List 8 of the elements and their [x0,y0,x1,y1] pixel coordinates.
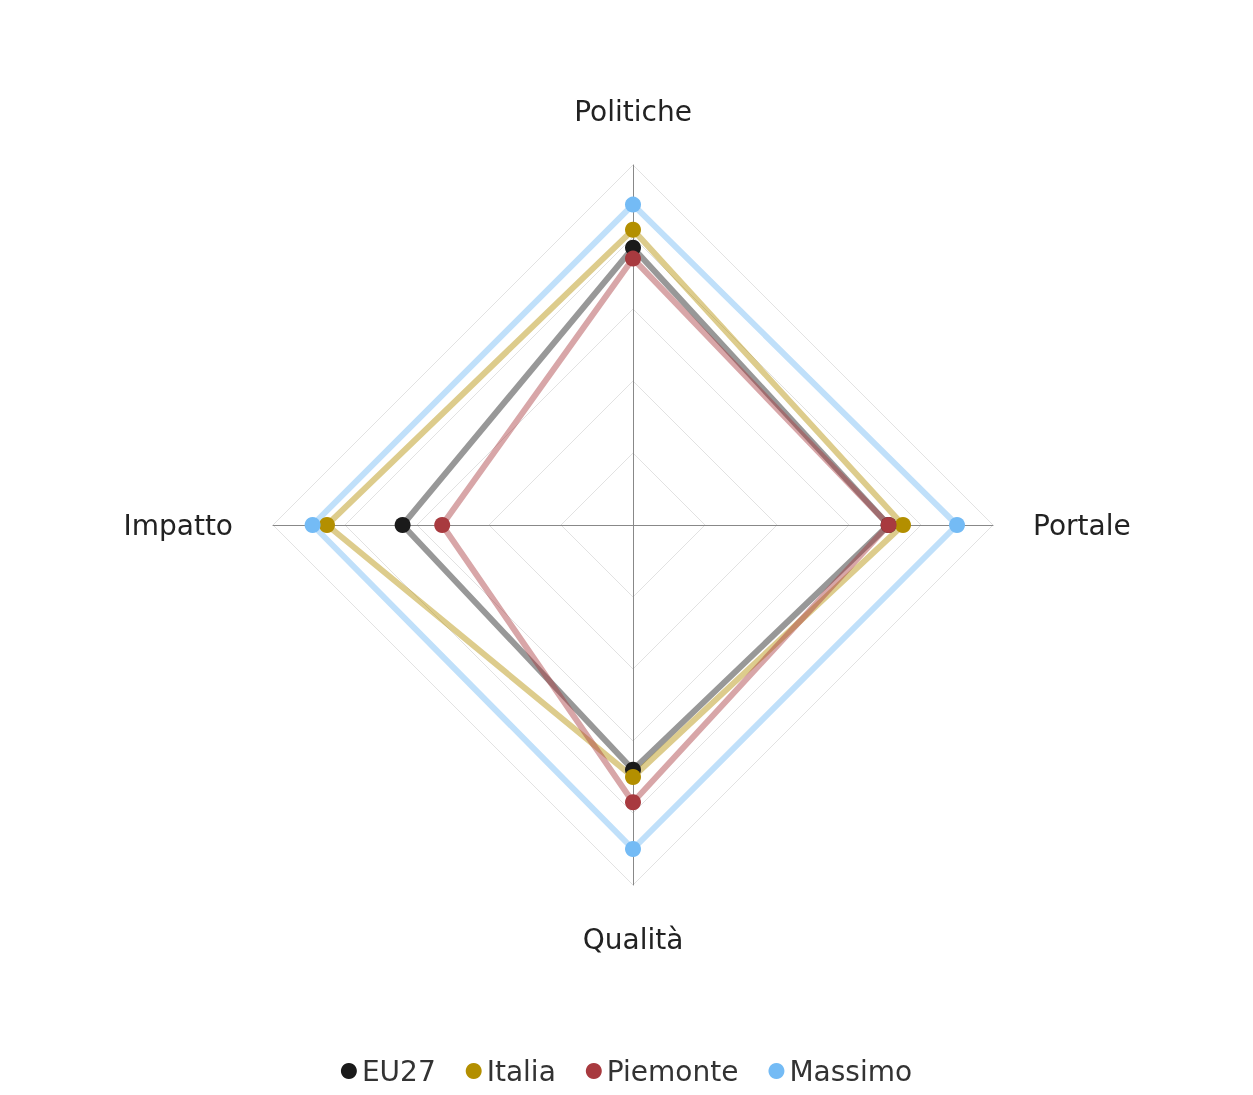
spoke-label: Politiche [574,94,692,128]
legend-label: Italia [486,1054,556,1088]
legend-label: EU27 [361,1054,436,1088]
legend-label: Piemonte [606,1054,739,1088]
spoke-label: Portale [1033,508,1131,542]
spoke-label: Impatto [123,508,233,542]
legend-label: Massimo [789,1054,913,1088]
spoke-label: Qualità [582,922,684,956]
